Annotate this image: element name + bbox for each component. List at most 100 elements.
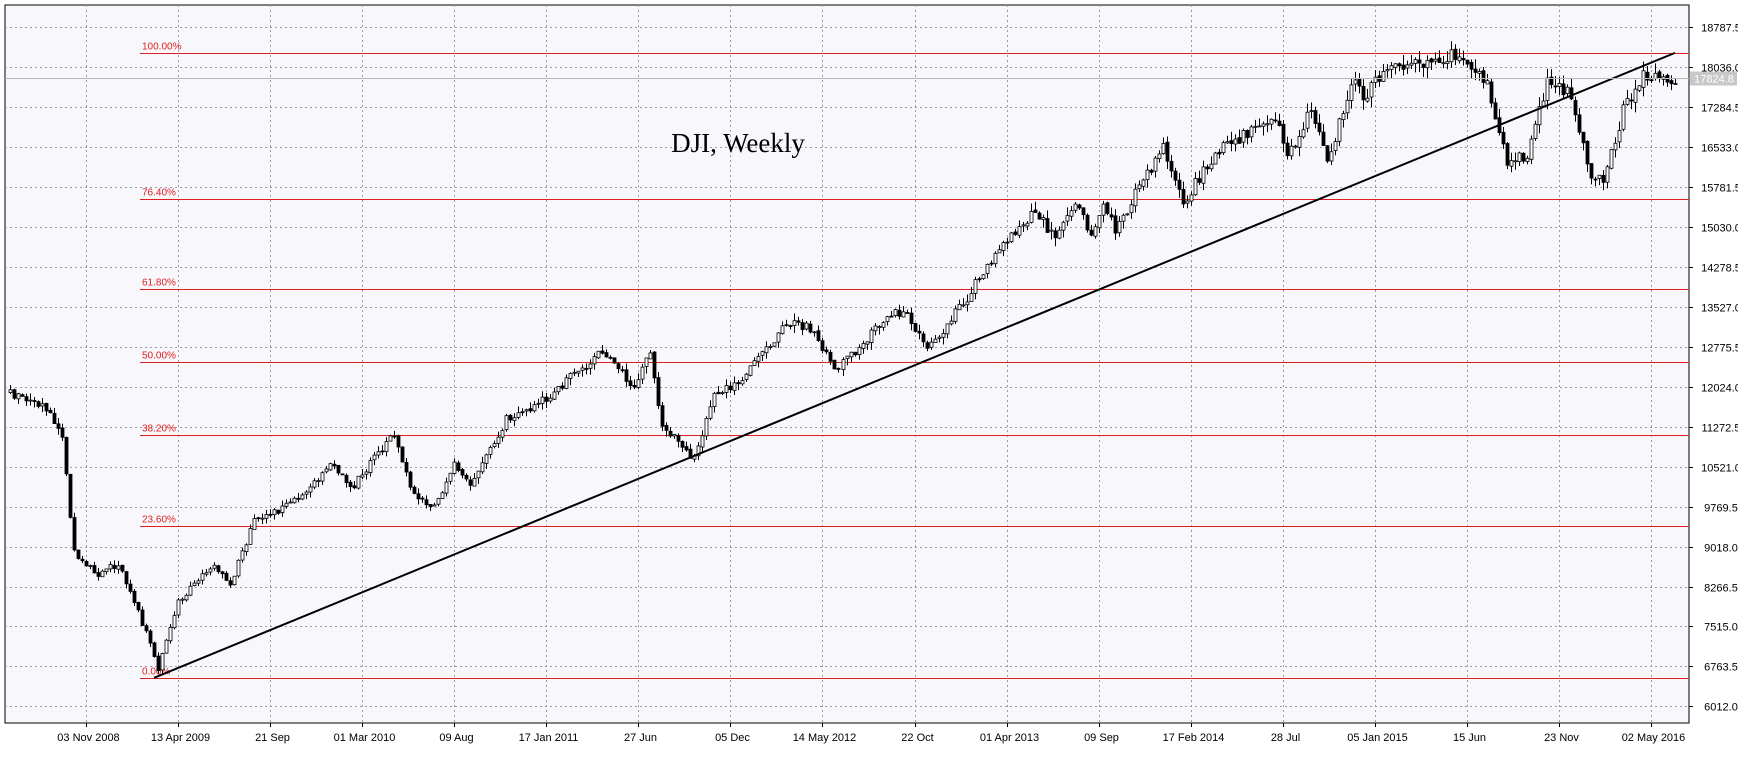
candle-body-down [628, 380, 633, 386]
candle-body-up [208, 568, 213, 573]
candle-body-up [1425, 60, 1430, 69]
candle-body-up [328, 463, 333, 471]
candle-body-up [1253, 125, 1258, 128]
candle-body-down [1045, 218, 1050, 233]
candle-body-up [1617, 130, 1622, 143]
candle-body-down [1325, 145, 1330, 162]
candle-body-up [704, 418, 709, 437]
candle-body-down [989, 262, 994, 265]
candle-body-down [1321, 131, 1326, 146]
candle-body-up [1145, 169, 1150, 181]
candle-body-down [276, 509, 281, 514]
candle-body-up [708, 406, 713, 419]
candle-body-up [516, 412, 521, 418]
candle-body-up [1097, 215, 1102, 229]
candle-body-up [40, 403, 45, 407]
candle-body-up [484, 454, 489, 464]
x-tick-label: 05 Dec [715, 732, 750, 744]
candle-body-down [608, 356, 613, 359]
candle-body-up [28, 399, 33, 402]
candle-body-down [1589, 163, 1594, 179]
candle-body-up [524, 409, 529, 412]
y-tick-label: 18036.0 [1701, 63, 1738, 75]
candle-body-up [1185, 200, 1190, 204]
candle-body-down [1429, 58, 1434, 63]
candle-body-up [756, 356, 761, 362]
candle-body-up [8, 389, 13, 393]
candle-body-up [176, 599, 181, 616]
candle-body-up [368, 460, 373, 473]
candle-body-up [1209, 163, 1214, 170]
candle-body-up [1441, 62, 1446, 65]
candle-body-up [548, 397, 553, 402]
candle-body-up [1289, 145, 1294, 157]
grid-layer [5, 5, 1689, 723]
candle-body-up [885, 316, 890, 323]
candle-body-up [284, 502, 289, 507]
candle-body-up [1117, 220, 1122, 234]
candle-body-down [392, 435, 397, 438]
candle-body-down [1033, 209, 1038, 213]
candle-body-up [1405, 64, 1410, 69]
candle-body-down [296, 497, 301, 500]
candle-body-up [1389, 65, 1394, 70]
candle-body-up [576, 370, 581, 374]
candle-body-down [132, 590, 137, 603]
candle-body-up [532, 404, 537, 412]
candle-body-down [1357, 79, 1362, 87]
candle-body-down [256, 517, 261, 520]
candle-body-up [1309, 110, 1314, 113]
candle-body-up [188, 585, 193, 596]
candle-body-up [672, 434, 677, 437]
candle-body-down [1401, 64, 1406, 70]
candle-body-up [364, 471, 369, 475]
candle-body-down [424, 499, 429, 506]
candle-body-up [881, 322, 886, 328]
candle-body-down [148, 630, 153, 644]
candle-body-down [1657, 71, 1662, 80]
candle-body-down [921, 333, 926, 343]
candle-body-up [1509, 160, 1514, 167]
candle-body-up [1153, 157, 1158, 172]
candle-body-up [812, 331, 817, 334]
candle-body-down [48, 409, 53, 414]
y-tick-label: 17284.5 [1701, 103, 1738, 115]
candle-body-up [877, 326, 882, 328]
candle-body-up [108, 564, 113, 570]
candle-body-up [324, 468, 329, 473]
candle-body-down [336, 464, 341, 474]
candle-body-up [752, 360, 757, 366]
candle-body-up [1609, 149, 1614, 169]
candle-body-down [1313, 110, 1318, 124]
y-tick-label: 9018.0 [1704, 543, 1738, 555]
candle-body-up [1517, 152, 1522, 163]
x-axis: 03 Nov 2008 13 Apr 2009 21 Sep 01 Mar 2010 0… [57, 723, 1685, 744]
candle-body-up [496, 436, 501, 444]
x-tick-label: 09 Sep [1084, 732, 1119, 744]
candle-body-up [244, 544, 249, 552]
candle-body-up [1393, 63, 1398, 68]
candle-body-down [1229, 140, 1234, 144]
candle-body-down [1521, 152, 1526, 162]
candle-body-down [925, 342, 930, 349]
candle-body-up [748, 365, 753, 376]
candle-body-up [164, 639, 169, 654]
candle-body-up [1349, 84, 1354, 101]
candle-body-up [732, 382, 737, 391]
x-tick-label: 21 Sep [255, 732, 290, 744]
candle-body-up [1069, 210, 1074, 217]
candle-body-up [1057, 229, 1062, 239]
candle-body-up [1189, 194, 1194, 202]
candle-body-up [857, 346, 862, 356]
candle-body-down [544, 396, 549, 402]
candle-body-up [232, 575, 237, 586]
candle-body-up [300, 494, 305, 500]
candle-body-up [1293, 145, 1298, 148]
candle-body-up [720, 392, 725, 395]
candle-body-up [1157, 153, 1162, 159]
candle-body-up [240, 550, 245, 561]
candle-body-up [1193, 178, 1198, 196]
y-tick-label: 11272.5 [1702, 423, 1738, 435]
candle-body-up [1025, 222, 1030, 227]
